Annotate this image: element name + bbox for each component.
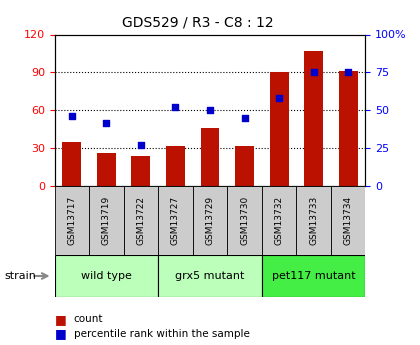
Text: GSM13730: GSM13730 — [240, 196, 249, 245]
Point — [138, 142, 144, 148]
Bar — [297, 186, 331, 255]
Bar — [158, 255, 262, 297]
Text: GSM13722: GSM13722 — [136, 196, 145, 245]
Bar — [235, 146, 254, 186]
Bar — [262, 255, 365, 297]
Text: ■: ■ — [55, 327, 66, 340]
Bar — [227, 186, 262, 255]
Bar — [331, 186, 365, 255]
Text: GSM13727: GSM13727 — [171, 196, 180, 245]
Point — [103, 120, 110, 125]
Point — [345, 70, 352, 75]
Bar — [63, 142, 81, 186]
Text: GDS529 / R3 - C8 : 12: GDS529 / R3 - C8 : 12 — [121, 16, 273, 30]
Text: GSM13732: GSM13732 — [275, 196, 284, 245]
Bar — [123, 186, 158, 255]
Text: GSM13734: GSM13734 — [344, 196, 353, 245]
Text: percentile rank within the sample: percentile rank within the sample — [74, 329, 249, 338]
Bar — [262, 186, 297, 255]
Point — [241, 115, 248, 121]
Bar — [200, 128, 220, 186]
Point — [172, 105, 179, 110]
Bar — [89, 186, 123, 255]
Bar — [55, 255, 158, 297]
Bar — [158, 186, 193, 255]
Bar — [304, 51, 323, 186]
Text: grx5 mutant: grx5 mutant — [175, 271, 245, 281]
Point — [310, 70, 317, 75]
Text: GSM13729: GSM13729 — [205, 196, 215, 245]
Text: strain: strain — [4, 271, 36, 281]
Point — [276, 96, 282, 101]
Text: count: count — [74, 314, 103, 324]
Bar — [166, 146, 185, 186]
Bar — [97, 154, 116, 186]
Bar — [131, 156, 150, 186]
Point — [207, 108, 213, 113]
Bar — [270, 72, 289, 186]
Text: ■: ■ — [55, 313, 66, 326]
Point — [68, 114, 75, 119]
Bar — [339, 71, 357, 186]
Bar — [55, 186, 89, 255]
Text: wild type: wild type — [81, 271, 132, 281]
Text: GSM13719: GSM13719 — [102, 196, 111, 245]
Text: pet117 mutant: pet117 mutant — [272, 271, 355, 281]
Text: GSM13733: GSM13733 — [309, 196, 318, 245]
Bar — [193, 186, 227, 255]
Text: GSM13717: GSM13717 — [67, 196, 76, 245]
